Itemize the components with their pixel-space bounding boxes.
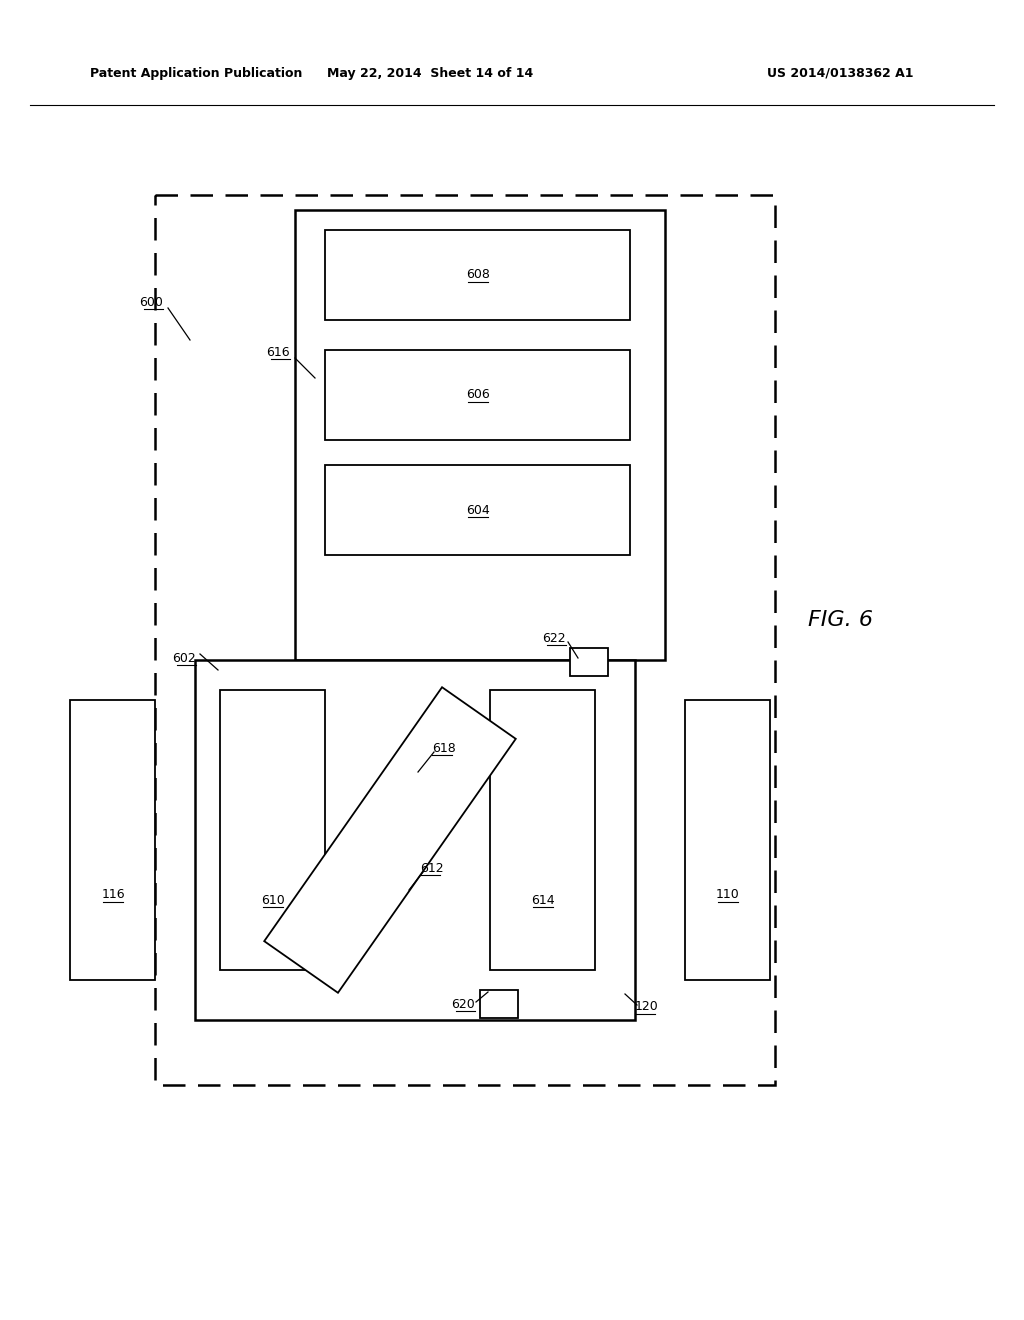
Bar: [685, 700, 770, 979]
Text: 120: 120: [635, 1001, 658, 1014]
Bar: [295, 210, 665, 660]
Text: 616: 616: [266, 346, 290, 359]
Bar: [570, 648, 608, 676]
Text: May 22, 2014  Sheet 14 of 14: May 22, 2014 Sheet 14 of 14: [327, 66, 534, 79]
Text: 618: 618: [432, 742, 456, 755]
Bar: [325, 350, 630, 440]
Text: 600: 600: [139, 296, 163, 309]
Text: 604: 604: [466, 503, 489, 516]
Text: Patent Application Publication: Patent Application Publication: [90, 66, 302, 79]
Text: 614: 614: [531, 894, 555, 907]
Text: 608: 608: [466, 268, 489, 281]
Bar: [325, 230, 630, 319]
Text: 620: 620: [452, 998, 475, 1011]
Text: 610: 610: [261, 894, 285, 907]
Bar: [70, 700, 155, 979]
Text: 602: 602: [172, 652, 196, 664]
Text: 606: 606: [466, 388, 489, 401]
Text: 116: 116: [101, 888, 125, 902]
Bar: [325, 465, 630, 554]
Text: FIG. 6: FIG. 6: [808, 610, 872, 630]
Bar: [155, 195, 775, 1085]
Bar: [480, 990, 518, 1018]
Bar: [195, 660, 635, 1020]
Bar: [220, 690, 325, 970]
Text: 110: 110: [716, 888, 740, 902]
Text: US 2014/0138362 A1: US 2014/0138362 A1: [767, 66, 913, 79]
Text: 622: 622: [543, 631, 566, 644]
Polygon shape: [264, 688, 516, 993]
Bar: [490, 690, 595, 970]
Text: 612: 612: [420, 862, 443, 874]
